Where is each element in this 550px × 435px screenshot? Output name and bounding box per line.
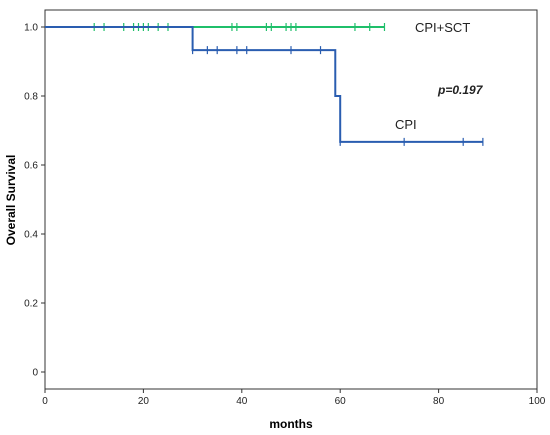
y-tick-label: 0 bbox=[32, 368, 38, 379]
y-tick-label: 0.4 bbox=[24, 230, 38, 241]
x-tick-label: 20 bbox=[138, 396, 150, 407]
p-value-annotation: p=0.197 bbox=[437, 83, 484, 97]
y-tick-label: 0.6 bbox=[24, 161, 38, 172]
x-tick-label: 40 bbox=[236, 396, 248, 407]
km-curve-cpi bbox=[45, 26, 483, 143]
x-tick-label: 60 bbox=[335, 396, 347, 407]
x-tick-label: 0 bbox=[42, 396, 48, 407]
series-label-cpi: CPI bbox=[395, 117, 417, 132]
series-label-cpi-sct: CPI+SCT bbox=[415, 20, 470, 35]
x-tick-label: 100 bbox=[529, 396, 546, 407]
y-tick-label: 0.8 bbox=[24, 92, 38, 103]
y-tick-label: 1.0 bbox=[24, 23, 38, 34]
x-tick-label: 80 bbox=[433, 396, 445, 407]
plot-frame bbox=[44, 9, 538, 390]
y-axis-title: Overall Survival bbox=[4, 155, 18, 246]
y-tick-label: 0.2 bbox=[24, 299, 38, 310]
x-axis-title: months bbox=[269, 417, 313, 431]
